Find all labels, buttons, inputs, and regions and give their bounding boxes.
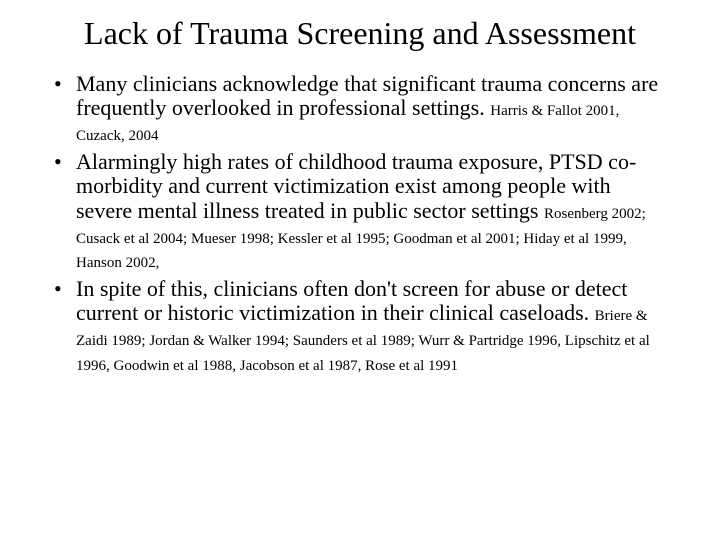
list-item: Many clinicians acknowledge that signifi…: [50, 72, 670, 146]
bullet-text: In spite of this, clinicians often don't…: [76, 276, 627, 326]
slide: Lack of Trauma Screening and Assessment …: [0, 0, 720, 399]
bullet-list: Many clinicians acknowledge that signifi…: [50, 72, 670, 376]
list-item: Alarmingly high rates of childhood traum…: [50, 150, 670, 273]
slide-title: Lack of Trauma Screening and Assessment: [50, 15, 670, 52]
list-item: In spite of this, clinicians often don't…: [50, 277, 670, 376]
